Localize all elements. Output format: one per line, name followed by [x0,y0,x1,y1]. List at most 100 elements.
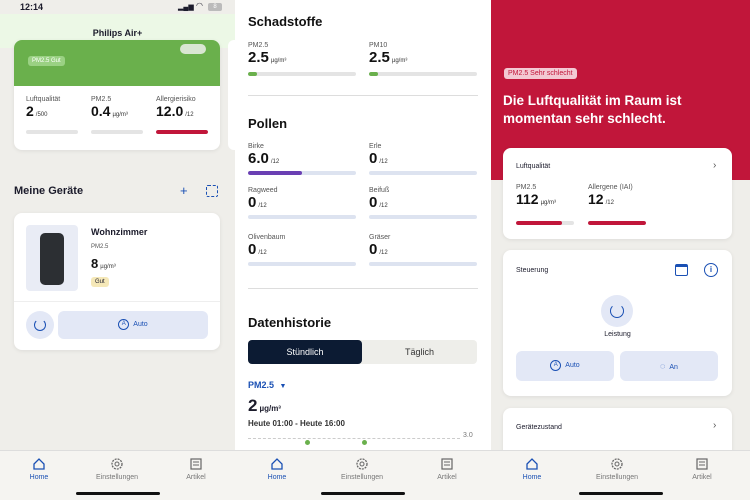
segment-hourly[interactable]: Stündlich [248,340,362,364]
details-screen: Schadstoffe PM2.5 2.5 µg/m³ PM10 2.5 µg/m³… [235,0,491,500]
metric-value: 0 [248,241,257,258]
home-icon [271,458,283,470]
pollen-graeser: Gräser 0/12 [369,234,477,266]
light-button[interactable]: ◌ An [620,351,718,381]
card-title: Steuerung [516,267,549,274]
air-quality-card[interactable]: Luftqualität › PM2.5 112 µg/m³ Allergene … [503,148,732,239]
metric-unit: /12 [379,250,388,256]
tab-bar: Home Einstellungen Artikel [235,450,491,500]
section-title-history: Datenhistorie [248,315,332,330]
metric-unit: µg/m³ [112,112,128,118]
chart-gridline [248,438,460,439]
chevron-right-icon[interactable]: › [713,160,717,171]
history-value-unit: µg/m³ [259,404,281,413]
gear-icon [111,458,123,470]
tab-home[interactable]: Home [502,457,562,481]
plus-icon[interactable]: + [180,183,188,198]
metric-level-bar [156,130,208,134]
info-icon[interactable]: i [704,263,718,277]
card-divider [14,301,220,302]
metric-value: 12.0 [156,103,184,119]
calendar-icon[interactable] [675,264,688,276]
metric-dropdown[interactable]: PM2.5 ▼ [248,380,286,390]
air-quality-card[interactable]: PM2.5 Gut Luftqualität 2/500 PM2.5 0.4 µg… [14,40,220,150]
segment-control: Stündlich Täglich [248,340,477,364]
status-bar: 12:14 ▂▄▆ ◠ 8 [0,0,235,14]
tab-settings[interactable]: Einstellungen [332,457,392,481]
status-badge: PM2.5 Sehr schlecht [504,68,577,79]
metric-pm10: PM10 2.5 µg/m³ [369,42,477,76]
metric-unit: µg/m³ [270,58,287,64]
metric-value: 0.4 [91,103,111,119]
power-icon [610,304,624,318]
device-overview-screen: 12:14 ▂▄▆ ◠ 8 Philips Air+ PM2.5 Gut Luf… [0,0,235,500]
tab-articles[interactable]: Artikel [166,457,226,481]
tab-articles[interactable]: Artikel [672,457,732,481]
auto-icon: A [550,359,562,371]
tab-settings[interactable]: Einstellungen [587,457,647,481]
add-device-icon[interactable] [206,185,218,197]
metric-value: 2.5 [248,49,269,66]
mode-button[interactable]: A Auto [516,351,614,381]
history-value: 2 µg/m³ [248,396,281,416]
metric-value: 12 [588,191,604,207]
metric-level-bar [91,130,143,134]
home-icon [33,458,45,470]
home-indicator [321,492,405,495]
metric-label: PM2.5 [91,96,112,103]
power-button[interactable] [26,311,54,339]
gear-icon [611,458,623,470]
gear-icon [356,458,368,470]
metric-value: 0 [369,150,378,167]
power-button[interactable] [601,295,633,327]
metric-value: 0 [369,241,378,258]
bad-air-screen: PM2.5 Sehr schlecht Die Luftqualität im … [491,0,750,500]
status-badge: PM2.5 Gut [28,56,65,66]
metric-label: Ragweed [248,187,278,194]
metric-value: 2 [26,103,34,119]
metric-allergy-risk: Allergierisiko 12.0/12 [156,96,212,134]
tab-home[interactable]: Home [9,457,69,481]
metric-level-bar [248,72,356,76]
chevron-down-icon: ▼ [279,383,287,390]
tab-label: Artikel [692,474,712,481]
tab-articles[interactable]: Artikel [417,457,477,481]
metric-value: 0 [369,194,378,211]
device-metric-value: 8 [91,256,99,271]
battery-icon: 8 [208,3,222,11]
metric-label: PM2.5 [516,184,537,191]
metric-value: 0 [248,194,257,211]
metric-level-bar [26,130,78,134]
tab-home[interactable]: Home [247,457,307,481]
cloud-icon [180,44,206,54]
metric-level-bar [248,215,356,219]
metric-pm25: PM2.5 112 µg/m³ [516,184,578,225]
tab-settings[interactable]: Einstellungen [87,457,147,481]
devices-heading: Meine Geräte [14,185,84,197]
tab-label: Einstellungen [595,474,639,481]
metric-level-bar [588,221,646,225]
history-range: Heute 01:00 - Heute 16:00 [248,419,345,428]
metric-level-bar [369,262,477,266]
device-metric-unit: µg/m³ [100,264,116,270]
device-card-wohnzimmer[interactable]: Wohnzimmer PM2.5 8 µg/m³ Gut A Auto [14,213,220,350]
light-label: An [669,364,678,371]
dropdown-label: PM2.5 [248,380,275,390]
metric-unit: /12 [258,250,267,256]
air-quality-hero: PM2.5 Gut [14,40,220,86]
pollen-olivenbaum: Olivenbaum 0/12 [248,234,356,266]
chart-axis-label: 3.0 [463,432,473,439]
tab-bar: Home Einstellungen Artikel [0,450,235,500]
chevron-right-icon[interactable]: › [713,420,717,431]
segment-daily[interactable]: Täglich [404,347,434,357]
mode-button[interactable]: A Auto [58,311,208,339]
tab-label: Home [29,474,49,481]
article-icon [441,458,453,470]
metric-label: Allergene (IAI) [588,184,633,191]
status-time: 12:14 [20,2,44,12]
auto-icon: A [118,318,130,330]
metric-value: 6.0 [248,150,269,167]
metric-level-bar [248,171,356,175]
mode-label: Auto [133,321,148,328]
section-divider [248,288,478,289]
